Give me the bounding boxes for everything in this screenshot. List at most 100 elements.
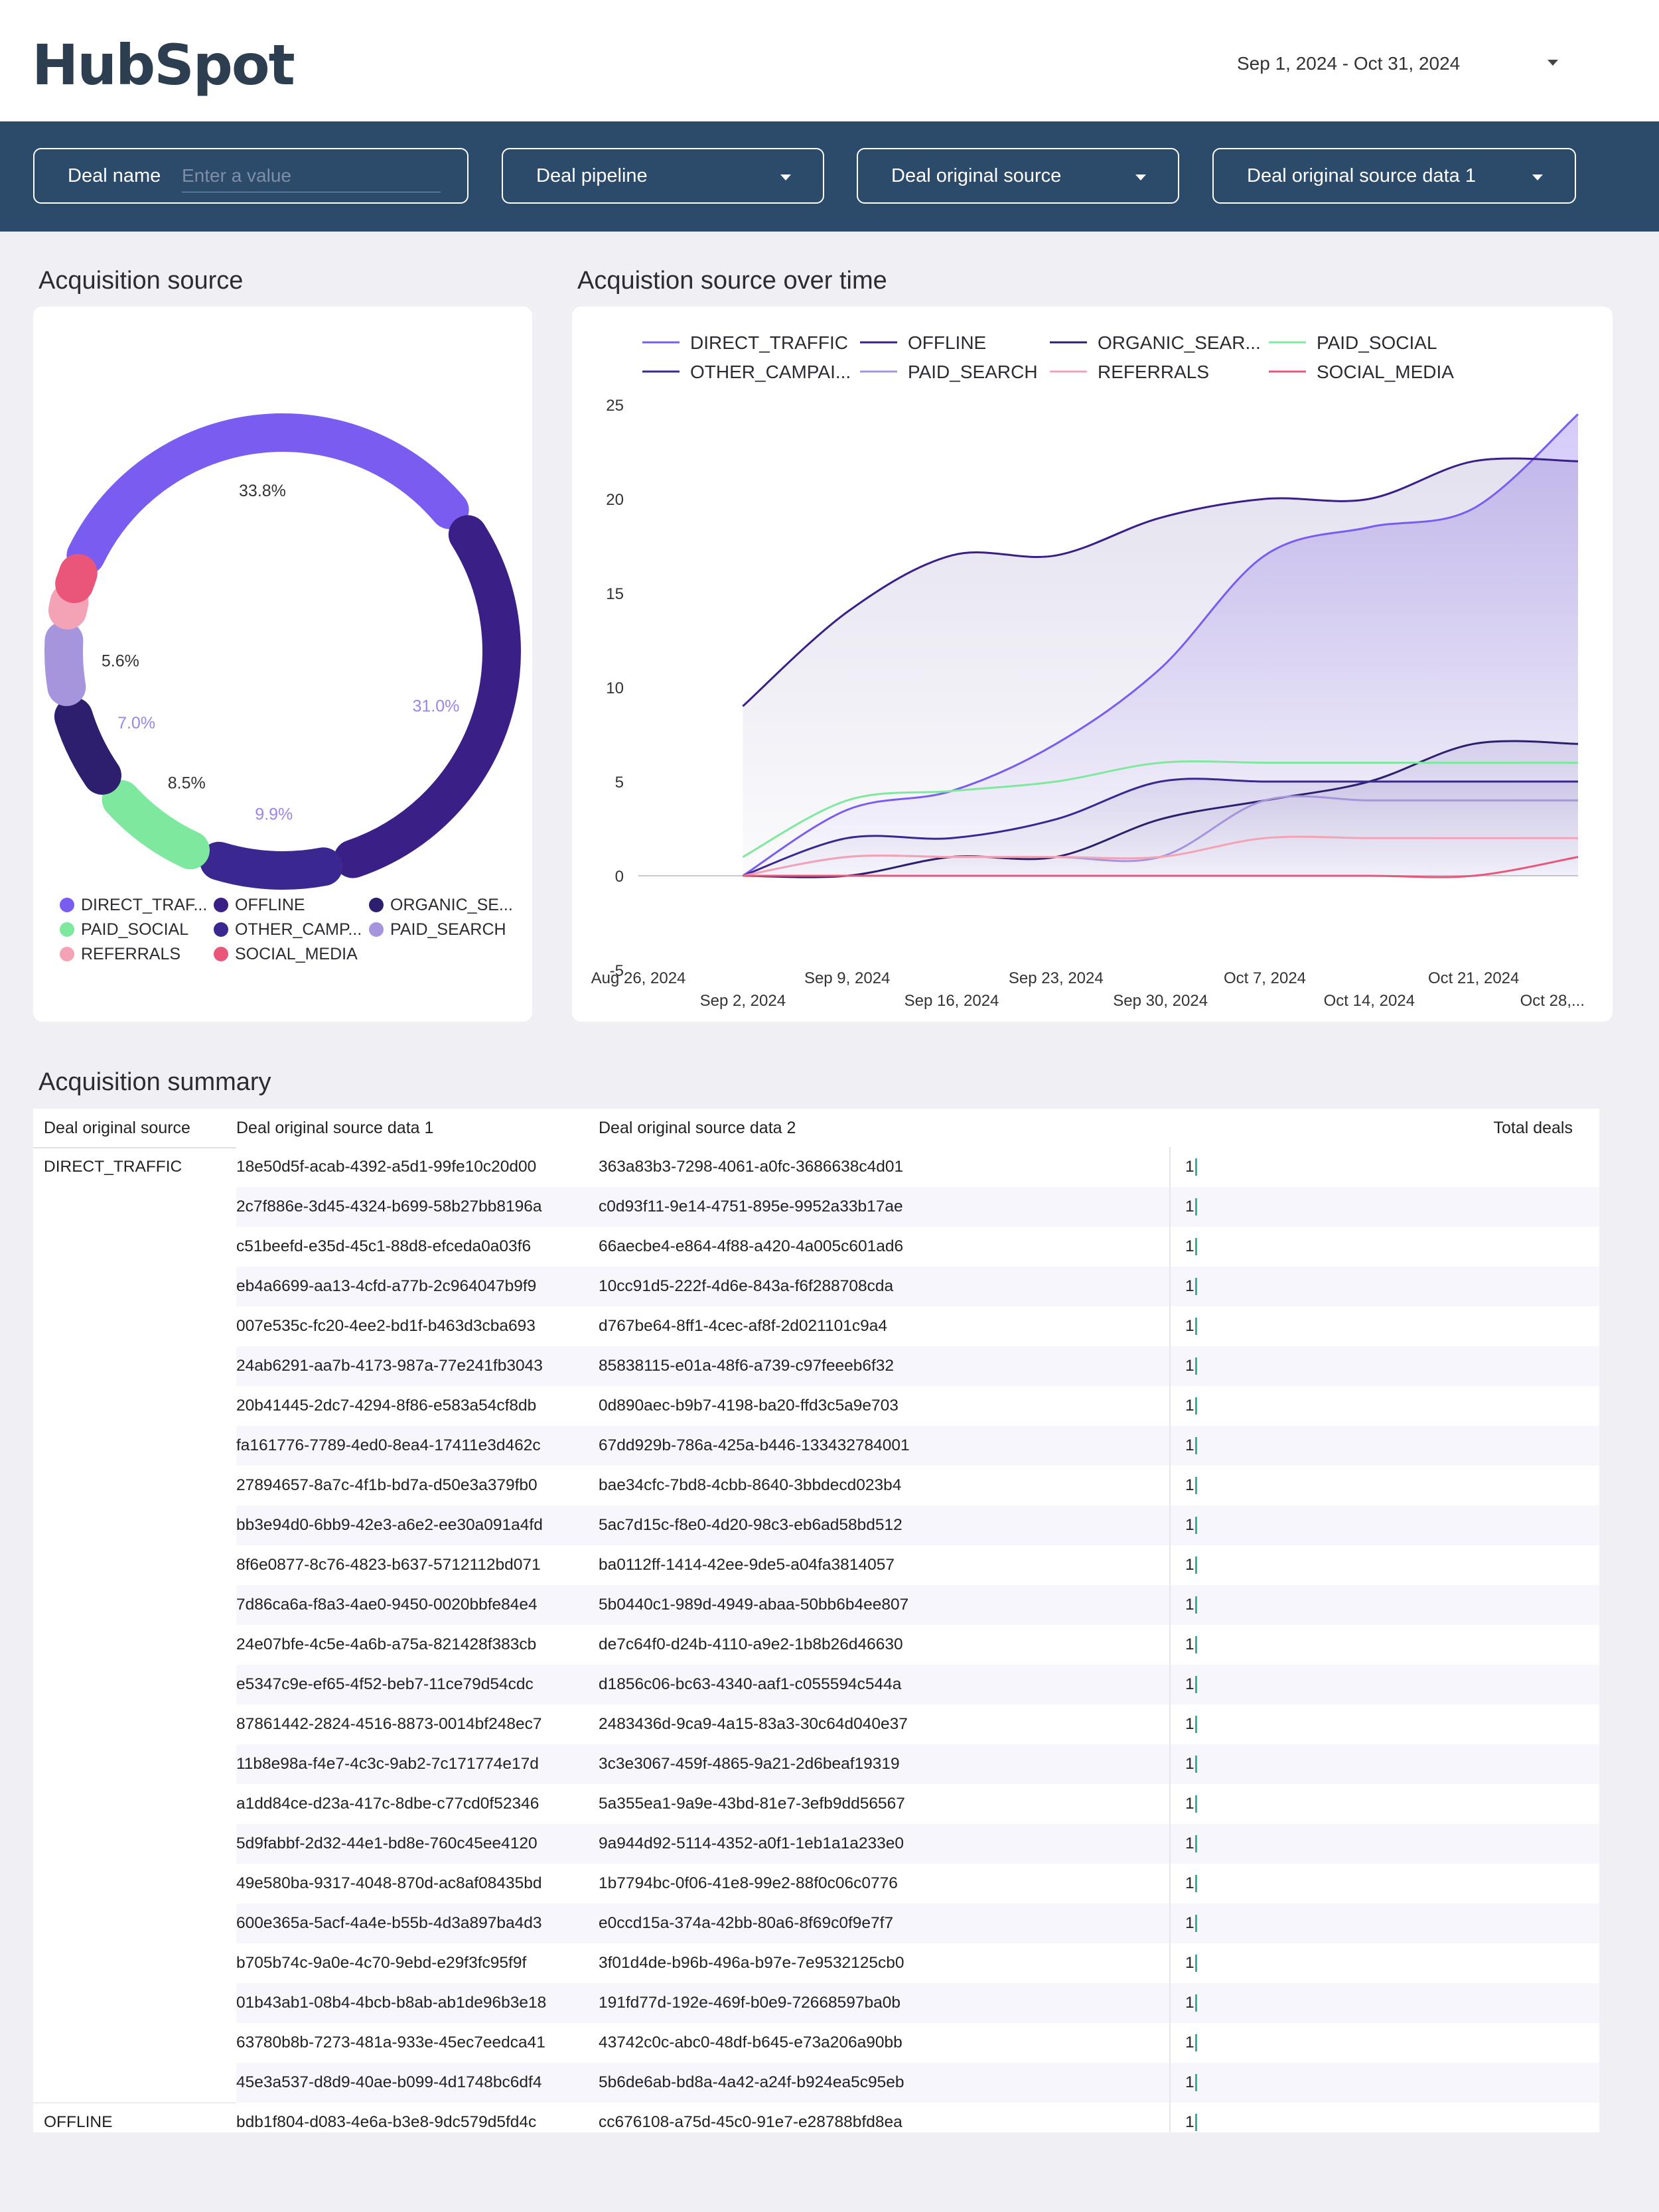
table-row[interactable]: eb4a6699-aa13-4cfd-a77b-2c964047b9f9 10cc… bbox=[33, 1267, 1599, 1307]
donut-slice-offline[interactable] bbox=[333, 515, 521, 878]
donut-slice-organic-search[interactable] bbox=[54, 697, 121, 795]
cell-source-data2: de7c64f0-d24b-4110-a9e2-1b8b26d46630 bbox=[599, 1635, 903, 1653]
cell-source-data2: 66aecbe4-e864-4f88-a420-4a005c601ad6 bbox=[599, 1237, 904, 1255]
table-row[interactable]: 49e580ba-9317-4048-870d-ac8af08435bd 1b77… bbox=[33, 1864, 1599, 1904]
legend-label[interactable]: REFERRALS bbox=[1098, 362, 1209, 382]
header-source-data1[interactable]: Deal original source data 1 bbox=[236, 1119, 434, 1137]
deal-pipeline-dropdown[interactable]: Deal pipeline bbox=[502, 148, 824, 204]
series-line-social-media[interactable] bbox=[743, 856, 1579, 878]
deal-name-filter[interactable]: Deal name Enter a value bbox=[33, 148, 469, 204]
x-tick-label: Oct 21, 2024 bbox=[1428, 969, 1519, 987]
deal-original-source-data1-dropdown[interactable]: Deal original source data 1 bbox=[1212, 148, 1576, 204]
legend-label[interactable]: ORGANIC_SEAR... bbox=[1098, 332, 1261, 353]
table-row[interactable]: b705b74c-9a0e-4c70-9ebd-e29f3fc95f9f 3f01… bbox=[33, 1943, 1599, 1984]
table-row[interactable]: a1dd84ce-d23a-417c-8dbe-c77cd0f52346 5a35… bbox=[33, 1784, 1599, 1825]
table-row[interactable]: 5d9fabbf-2d32-44e1-bd8e-760c45ee4120 9a94… bbox=[33, 1824, 1599, 1864]
table-row[interactable]: c51beefd-e35d-45c1-88d8-efceda0a03f6 66ae… bbox=[33, 1227, 1599, 1267]
donut-slice-other-campaigns[interactable] bbox=[199, 841, 343, 890]
donut-slice-social-media[interactable] bbox=[55, 553, 98, 604]
legend-label[interactable]: REFERRALS bbox=[81, 945, 181, 963]
table-row[interactable]: 87861442-2824-4516-8873-0014bf248ec7 2483… bbox=[33, 1704, 1599, 1745]
cell-source-data1: bb3e94d0-6bb9-42e3-a6e2-ee30a091a4fd bbox=[236, 1516, 543, 1534]
legend-label[interactable]: SOCIAL_MEDIA bbox=[235, 945, 358, 963]
legend-label[interactable]: SOCIAL_MEDIA bbox=[1317, 362, 1454, 382]
column-divider bbox=[1169, 1545, 1171, 1585]
cell-source-data2: 0d890aec-b9b7-4198-ba20-ffd3c5a9e703 bbox=[599, 1397, 899, 1415]
table-row[interactable]: OFFLINE bdb1f804-d083-4e6a-b3e8-9dc579d5f… bbox=[33, 2103, 1599, 2132]
legend-label[interactable]: DIRECT_TRAF... bbox=[81, 896, 208, 914]
acquisition-source-title: Acquisition source bbox=[38, 267, 244, 295]
table-row[interactable]: bb3e94d0-6bb9-42e3-a6e2-ee30a091a4fd 5ac7… bbox=[33, 1505, 1599, 1546]
table-header: Deal original source Deal original sourc… bbox=[33, 1109, 1599, 1148]
series-line-direct-traffic[interactable] bbox=[742, 413, 1579, 877]
column-divider bbox=[1169, 1505, 1171, 1545]
table-row[interactable]: 007e535c-fc20-4ee2-bd1f-b463d3cba693 d767… bbox=[33, 1306, 1599, 1347]
cell-source-data1: 20b41445-2dc7-4294-8f86-e583a54cf8db bbox=[236, 1397, 537, 1415]
cell-source-data1: 27894657-8a7c-4f1b-bd7a-d50e3a379fb0 bbox=[236, 1476, 538, 1494]
table-row[interactable]: 8f6e0877-8c76-4823-b637-5712112bd071 ba01… bbox=[33, 1545, 1599, 1586]
cell-total-deals: 1 bbox=[1185, 1715, 1194, 1733]
table-row[interactable]: 11b8e98a-f4e7-4c3c-9ab2-7c171774e17d 3c3e… bbox=[33, 1744, 1599, 1785]
table-row[interactable]: DIRECT_TRAFFIC 18e50d5f-acab-4392-a5d1-99… bbox=[33, 1147, 1599, 1188]
series-line-offline[interactable] bbox=[742, 457, 1579, 707]
table-row[interactable]: 24e07bfe-4c5e-4a6b-a75a-821428f383cb de7c… bbox=[33, 1625, 1599, 1665]
total-deals-bar bbox=[1195, 1517, 1197, 1534]
legend-label[interactable]: OFFLINE bbox=[908, 332, 986, 353]
donut-slice-referrals[interactable] bbox=[48, 583, 89, 630]
legend-label[interactable]: OTHER_CAMP... bbox=[235, 920, 362, 939]
column-divider bbox=[1169, 1187, 1171, 1227]
table-row[interactable]: e5347c9e-ef65-4f52-beb7-11ce79d54cdc d185… bbox=[33, 1665, 1599, 1705]
date-range-picker[interactable]: Sep 1, 2024 - Oct 31, 2024 bbox=[1237, 40, 1582, 88]
donut-slice-direct-traffic[interactable] bbox=[66, 413, 469, 575]
total-deals-bar bbox=[1195, 2114, 1197, 2131]
cell-source-data1: 5d9fabbf-2d32-44e1-bd8e-760c45ee4120 bbox=[236, 1834, 538, 1852]
donut-data-label: 5.6% bbox=[102, 652, 139, 671]
y-tick-label: 20 bbox=[606, 491, 624, 509]
cell-source-data2: 5b6de6ab-bd8a-4a42-a24f-b924ea5c95eb bbox=[599, 2073, 904, 2091]
cell-total-deals: 1 bbox=[1185, 1476, 1194, 1494]
donut-slice-paid-search[interactable] bbox=[44, 621, 86, 707]
area-other-campaigns bbox=[743, 778, 1578, 876]
hubspot-logo[interactable]: HubSpot bbox=[32, 32, 295, 98]
legend-label[interactable]: OFFLINE bbox=[235, 896, 305, 914]
cell-total-deals: 1 bbox=[1185, 1596, 1194, 1614]
row-background bbox=[236, 1466, 1599, 1506]
table-row[interactable]: 63780b8b-7273-481a-933e-45ec7eedca41 4374… bbox=[33, 2023, 1599, 2063]
column-divider bbox=[1169, 1585, 1171, 1625]
row-background bbox=[236, 2063, 1599, 2103]
legend-label[interactable]: PAID_SOCIAL bbox=[81, 920, 189, 939]
cell-source-data2: 3f01d4de-b96b-496a-b97e-7e9532125cb0 bbox=[599, 1954, 904, 1972]
table-row[interactable]: 20b41445-2dc7-4294-8f86-e583a54cf8db 0d89… bbox=[33, 1386, 1599, 1426]
cell-source-data1: 7d86ca6a-f8a3-4ae0-9450-0020bbfe84e4 bbox=[236, 1596, 538, 1614]
legend-label[interactable]: PAID_SOCIAL bbox=[1317, 332, 1437, 353]
header-total-deals[interactable]: Total deals bbox=[1493, 1119, 1573, 1137]
deal-original-source-dropdown[interactable]: Deal original source bbox=[857, 148, 1179, 204]
table-row[interactable]: 2c7f886e-3d45-4324-b699-58b27bb8196a c0d9… bbox=[33, 1187, 1599, 1227]
legend-dot bbox=[60, 922, 74, 937]
table-row[interactable]: 7d86ca6a-f8a3-4ae0-9450-0020bbfe84e4 5b04… bbox=[33, 1585, 1599, 1625]
header-source-data2[interactable]: Deal original source data 2 bbox=[599, 1119, 796, 1137]
series-line-organic-search[interactable] bbox=[743, 740, 1579, 878]
table-row[interactable]: fa161776-7789-4ed0-8ea4-17411e3d462c 67dd… bbox=[33, 1426, 1599, 1466]
cell-source-data1: 2c7f886e-3d45-4324-b699-58b27bb8196a bbox=[236, 1198, 542, 1215]
row-background bbox=[236, 1784, 1599, 1825]
legend-label[interactable]: PAID_SEARCH bbox=[390, 920, 506, 939]
legend-label[interactable]: OTHER_CAMPAI... bbox=[690, 362, 851, 382]
cell-total-deals: 1 bbox=[1185, 1675, 1194, 1693]
column-divider bbox=[1169, 1227, 1171, 1267]
series-line-other-campaigns[interactable] bbox=[742, 778, 1578, 877]
series-line-referrals[interactable] bbox=[743, 835, 1578, 877]
cell-source-data2: 5b0440c1-989d-4949-abaa-50bb6b4ee807 bbox=[599, 1596, 909, 1614]
legend-label[interactable]: ORGANIC_SE... bbox=[390, 896, 513, 914]
table-row[interactable]: 27894657-8a7c-4f1b-bd7a-d50e3a379fb0 bae3… bbox=[33, 1466, 1599, 1506]
header-deal-original-source[interactable]: Deal original source bbox=[44, 1119, 190, 1137]
legend-label[interactable]: DIRECT_TRAFFIC bbox=[690, 332, 848, 353]
table-row[interactable]: 45e3a537-d8d9-40ae-b099-4d1748bc6df4 5b6d… bbox=[33, 2063, 1599, 2103]
donut-slice-paid-social[interactable] bbox=[102, 780, 210, 870]
legend-label[interactable]: PAID_SEARCH bbox=[908, 362, 1038, 382]
deal-name-input[interactable]: Enter a value bbox=[182, 163, 441, 192]
table-row[interactable]: 600e365a-5acf-4a4e-b55b-4d3a897ba4d3 e0cc… bbox=[33, 1903, 1599, 1944]
table-row[interactable]: 24ab6291-aa7b-4173-987a-77e241fb3043 8583… bbox=[33, 1346, 1599, 1387]
series-line-paid-social[interactable] bbox=[742, 760, 1578, 858]
table-row[interactable]: 01b43ab1-08b4-4bcb-b8ab-ab1de96b3e18 191f… bbox=[33, 1983, 1599, 2024]
